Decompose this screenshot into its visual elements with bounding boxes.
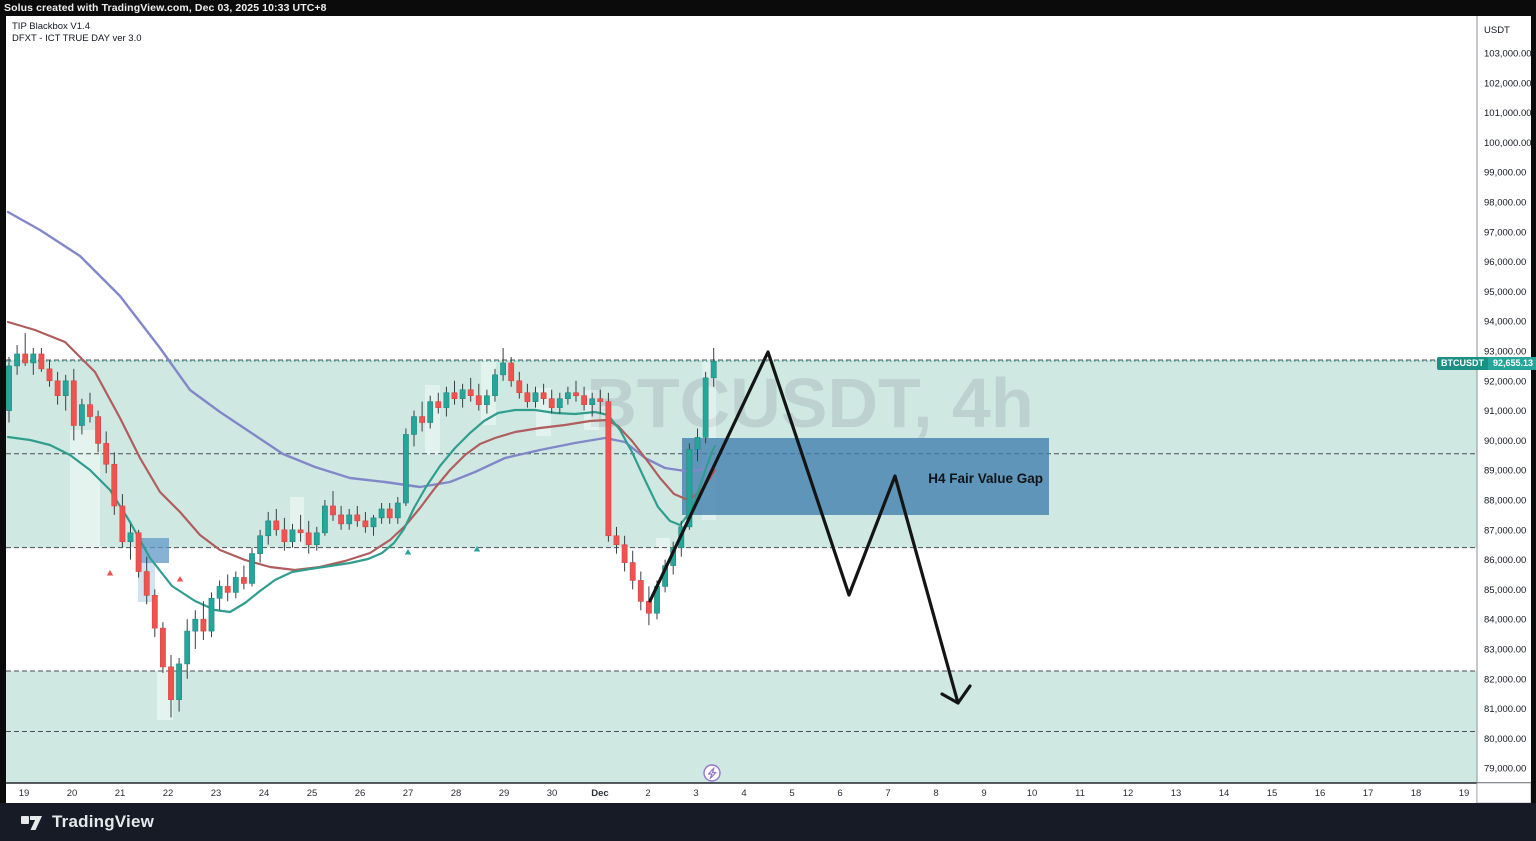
- svg-text:89,000.00: 89,000.00: [1484, 466, 1526, 477]
- svg-text:7: 7: [885, 788, 890, 799]
- svg-text:94,000.00: 94,000.00: [1484, 317, 1526, 328]
- svg-text:20: 20: [67, 788, 78, 799]
- svg-text:14: 14: [1219, 788, 1230, 799]
- svg-text:10: 10: [1027, 788, 1038, 799]
- symbol-watermark: BTCUSDT, 4h: [586, 364, 1033, 442]
- svg-text:2: 2: [645, 788, 650, 799]
- svg-text:3: 3: [693, 788, 698, 799]
- signal-markers: [106, 546, 481, 582]
- svg-text:24: 24: [259, 788, 270, 799]
- svg-text:22: 22: [163, 788, 174, 799]
- candlesticks[interactable]: [6, 333, 717, 718]
- svg-text:98,000.00: 98,000.00: [1484, 198, 1526, 209]
- indicator-legend-line2[interactable]: DFXT - ICT TRUE DAY ver 3.0: [12, 32, 142, 44]
- attribution-text: Solus created with TradingView.com, Dec …: [4, 2, 327, 14]
- price-axis[interactable]: USDT 103,000.00 102,000.00 101,000.00 100,00…: [1484, 25, 1532, 775]
- current-price-badge[interactable]: BTCUSDT 92,655.13: [1437, 357, 1536, 370]
- svg-text:30: 30: [547, 788, 558, 799]
- svg-text:103,000.00: 103,000.00: [1484, 49, 1532, 60]
- svg-text:28: 28: [451, 788, 462, 799]
- small-fvg-box[interactable]: [138, 538, 169, 563]
- svg-text:79,000.00: 79,000.00: [1484, 764, 1526, 775]
- svg-text:21: 21: [115, 788, 126, 799]
- date-axis[interactable]: 19 20 21 22 23 24 25 26 27 28 29 30 Dec 2 3 4 5 6 7 8 9 10 11 1…: [19, 788, 1470, 799]
- svg-text:86,000.00: 86,000.00: [1484, 555, 1526, 566]
- svg-text:88,000.00: 88,000.00: [1484, 496, 1526, 507]
- tradingview-logo-icon[interactable]: [21, 813, 43, 831]
- svg-text:92,000.00: 92,000.00: [1484, 376, 1526, 387]
- svg-text:12: 12: [1123, 788, 1134, 799]
- svg-text:84,000.00: 84,000.00: [1484, 615, 1526, 626]
- svg-text:17: 17: [1363, 788, 1374, 799]
- h4-fvg-label: H4 Fair Value Gap: [928, 471, 1043, 486]
- svg-text:16: 16: [1315, 788, 1326, 799]
- svg-text:99,000.00: 99,000.00: [1484, 168, 1526, 179]
- footer-bar: TradingView: [0, 803, 1536, 841]
- ma-fast-line[interactable]: [6, 408, 717, 614]
- svg-text:19: 19: [1459, 788, 1470, 799]
- svg-text:80,000.00: 80,000.00: [1484, 734, 1526, 745]
- indicator-legend-line1[interactable]: TIP Blackbox V1.4: [12, 21, 90, 32]
- svg-text:83,000.00: 83,000.00: [1484, 645, 1526, 656]
- right-border: [1531, 16, 1536, 803]
- indicator-legend[interactable]: TIP Blackbox V1.4 DFXT - ICT TRUE DAY ve…: [12, 21, 142, 44]
- svg-text:19: 19: [19, 788, 30, 799]
- svg-text:100,000.00: 100,000.00: [1484, 138, 1532, 149]
- svg-text:95,000.00: 95,000.00: [1484, 287, 1526, 298]
- ma-mid-line[interactable]: [6, 320, 717, 572]
- tradingview-brand-text[interactable]: TradingView: [52, 812, 155, 831]
- svg-text:23: 23: [211, 788, 222, 799]
- svg-text:96,000.00: 96,000.00: [1484, 257, 1526, 268]
- svg-text:26: 26: [355, 788, 366, 799]
- svg-text:5: 5: [789, 788, 794, 799]
- svg-text:81,000.00: 81,000.00: [1484, 704, 1526, 715]
- svg-text:18: 18: [1411, 788, 1422, 799]
- svg-text:15: 15: [1267, 788, 1278, 799]
- svg-text:101,000.00: 101,000.00: [1484, 108, 1532, 119]
- current-price-value: 92,655.13: [1488, 357, 1536, 370]
- svg-text:6: 6: [837, 788, 842, 799]
- left-border: [0, 16, 6, 803]
- svg-text:29: 29: [499, 788, 510, 799]
- svg-text:82,000.00: 82,000.00: [1484, 674, 1526, 685]
- svg-text:93,000.00: 93,000.00: [1484, 347, 1526, 358]
- projection-arrow[interactable]: [648, 350, 972, 705]
- svg-text:27: 27: [403, 788, 414, 799]
- svg-text:Dec: Dec: [591, 788, 608, 799]
- svg-text:13: 13: [1171, 788, 1182, 799]
- price-axis-unit: USDT: [1484, 25, 1510, 36]
- svg-text:97,000.00: 97,000.00: [1484, 227, 1526, 238]
- svg-text:102,000.00: 102,000.00: [1484, 78, 1532, 89]
- axis-corner-box: [1476, 782, 1532, 804]
- svg-text:91,000.00: 91,000.00: [1484, 406, 1526, 417]
- h4-fvg-box[interactable]: H4 Fair Value Gap: [682, 438, 1049, 515]
- price-levels[interactable]: [6, 359, 1477, 733]
- svg-text:85,000.00: 85,000.00: [1484, 585, 1526, 596]
- symbol-label: BTCUSDT: [1437, 357, 1488, 370]
- svg-text:90,000.00: 90,000.00: [1484, 436, 1526, 447]
- svg-text:4: 4: [741, 788, 746, 799]
- svg-text:25: 25: [307, 788, 318, 799]
- svg-text:8: 8: [933, 788, 938, 799]
- svg-text:11: 11: [1075, 788, 1085, 799]
- svg-text:9: 9: [981, 788, 986, 799]
- event-lightning-icon[interactable]: [703, 764, 721, 782]
- svg-text:87,000.00: 87,000.00: [1484, 525, 1526, 536]
- attribution-bar: Solus created with TradingView.com, Dec …: [0, 0, 1536, 16]
